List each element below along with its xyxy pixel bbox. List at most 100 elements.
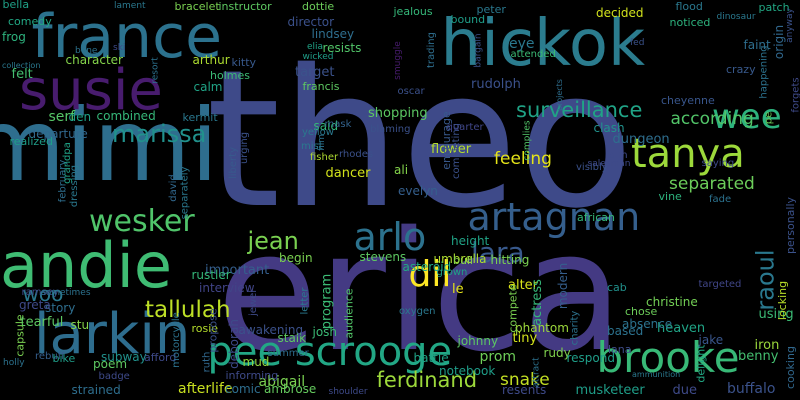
word-blaming: blaming [370, 124, 411, 135]
word-kitty: kitty [231, 55, 257, 69]
word-phantom: phantom [515, 321, 569, 335]
word-arlo: arlo [353, 215, 427, 259]
word-resort: resort [150, 56, 161, 84]
word-separately: separately [178, 166, 190, 220]
word-flower: flower [431, 141, 472, 157]
word-faint: faint [743, 38, 771, 52]
word-stevens: stevens [359, 250, 407, 264]
word-important: important [205, 262, 270, 278]
word-collection: collection [2, 61, 41, 70]
word-dil: dil [408, 254, 452, 295]
word-informing: informing [225, 368, 279, 382]
word-david: david [167, 174, 179, 202]
word-battle: battle [413, 351, 449, 365]
word-frog: frog [2, 30, 26, 44]
word-stu: stu [70, 318, 90, 332]
word-andie: andie [0, 229, 173, 302]
word-comic: comic [225, 382, 261, 396]
word-departure: departure [28, 127, 88, 141]
word-projects: projects [554, 79, 564, 111]
word-abigail: abigail [258, 374, 306, 390]
word-crazy: crazy [726, 62, 756, 76]
word-propose: propose [206, 307, 220, 353]
word-targeted: targeted [698, 279, 742, 290]
word-cooking: cooking [783, 345, 797, 389]
word-alter: alter [508, 277, 539, 293]
word-grown: grown [436, 267, 468, 278]
word-eye: eye [509, 36, 535, 52]
word-cheyenne: cheyenne [661, 93, 715, 107]
word-arthur: arthur [192, 53, 230, 67]
word-instructor: instructor [218, 0, 272, 13]
word-hitting: hitting [490, 253, 530, 267]
word-francis: francis [302, 79, 340, 93]
word-stalk: stalk [277, 331, 307, 345]
word-brooke: brooke [596, 333, 740, 382]
word-attract: attract [531, 356, 542, 388]
word-france: france [31, 2, 223, 72]
word-ramsey: ramsey [21, 287, 59, 298]
word-susie: susie [19, 58, 163, 123]
word-den: den [68, 110, 92, 124]
word-yellow: yellow [302, 127, 334, 138]
word-buffalo: buffalo [727, 381, 776, 397]
word-deborah: deborah [226, 319, 241, 369]
word-grandpa: grandpa [61, 142, 73, 184]
word-height: height [451, 234, 490, 248]
word-artagnan: artagnan [467, 195, 641, 239]
word-prom: prom [479, 349, 517, 365]
word-christine: christine [646, 295, 698, 309]
word-jewel: jewel [248, 289, 260, 317]
word-noticed: noticed [669, 15, 711, 29]
word-charity: charity [568, 310, 580, 346]
word-ali: ali [394, 163, 409, 177]
word-patch: patch [758, 0, 790, 14]
word-wesker: wesker [89, 204, 195, 239]
word-evelyn: evelyn [398, 184, 438, 198]
word-tallulah: tallulah [145, 296, 231, 323]
word-woo: woo [22, 282, 64, 306]
word-afford: afford [144, 350, 177, 364]
word-bound: bound [450, 12, 486, 26]
word-bargain: bargain [473, 32, 484, 68]
word-tiny: tiny [512, 330, 538, 346]
word-separated: separated [669, 173, 755, 194]
word-bull: bull [453, 253, 474, 267]
word-fed: fed [630, 37, 645, 48]
word-subway: subway [101, 350, 147, 364]
word-absence: absence [622, 317, 673, 331]
word-trading: trading [425, 32, 437, 68]
word-delight: delight [694, 343, 708, 383]
word-target: target [295, 64, 335, 80]
word-jake: jake [698, 333, 724, 347]
word-badge: badge [98, 371, 130, 382]
word-mud: mud [242, 355, 270, 369]
word-mist: mist [301, 141, 323, 152]
word-liberty: liberty [228, 146, 240, 180]
word-combined: combined [96, 109, 156, 123]
word-audience: audience [342, 287, 356, 339]
word-origin: origin [772, 24, 787, 60]
word-oxygen: oxygen [399, 306, 436, 317]
word-tearful: tearful [20, 314, 64, 330]
word-rebuff: rebuff [35, 351, 65, 362]
word-lindsey: lindsey [311, 27, 355, 41]
word-smuggle: smuggle [392, 40, 403, 80]
word-holly: holly [3, 357, 25, 368]
word-dungeon: dungeon [612, 131, 670, 147]
word-bracelet: bracelet [174, 0, 220, 13]
word-said: said [313, 119, 339, 133]
word-ammunition: ammunition [632, 370, 681, 379]
word-clash: clash [593, 121, 625, 135]
word-fade: fade [709, 194, 732, 205]
word-rosie: rosie [191, 321, 219, 335]
word-mimi: mimi [0, 87, 219, 204]
word-modern: modern [556, 262, 571, 310]
word-lament: lament [114, 0, 146, 11]
word-story: story [45, 301, 76, 315]
word-sometimes: sometimes [41, 287, 91, 298]
word-oscar: oscar [397, 86, 425, 97]
word-holmes: holmes [210, 68, 250, 82]
word-bone: bone [75, 45, 98, 56]
